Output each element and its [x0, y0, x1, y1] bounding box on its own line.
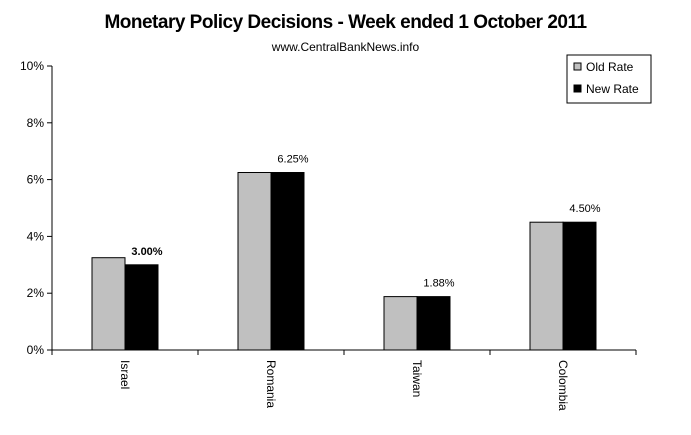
y-tick-label: 2% — [27, 286, 45, 300]
bar-old-rate — [91, 257, 126, 351]
data-label: 3.00% — [131, 246, 162, 258]
legend-swatch — [573, 84, 582, 93]
y-tick-label: 6% — [27, 173, 45, 187]
y-tick-label: 4% — [27, 229, 45, 243]
data-label: 1.88% — [423, 278, 454, 290]
x-category-label: Romania — [264, 360, 278, 408]
y-tick-label: 8% — [27, 116, 45, 130]
chart-title: Monetary Policy Decisions - Week ended 1… — [104, 12, 587, 33]
x-category-label: Israel — [118, 360, 132, 389]
bar-new-rate — [270, 172, 305, 351]
legend-swatch — [573, 62, 582, 71]
chart-subtitle: www.CentralBankNews.info — [271, 40, 420, 54]
x-category-label: Colombia — [556, 360, 570, 411]
bar-new-rate — [124, 264, 159, 351]
data-label: 6.25% — [277, 154, 308, 166]
bar-old-rate — [383, 296, 418, 351]
y-tick-label: 0% — [27, 343, 45, 357]
legend-label: Old Rate — [586, 60, 634, 74]
data-label: 4.50% — [569, 203, 600, 215]
bar-new-rate — [416, 296, 451, 351]
bar-old-rate — [237, 172, 272, 351]
bar-old-rate — [529, 221, 564, 351]
x-category-label: Taiwan — [410, 360, 424, 397]
bar-new-rate — [562, 221, 597, 351]
legend-label: New Rate — [586, 82, 639, 96]
y-tick-label: 10% — [20, 59, 44, 73]
